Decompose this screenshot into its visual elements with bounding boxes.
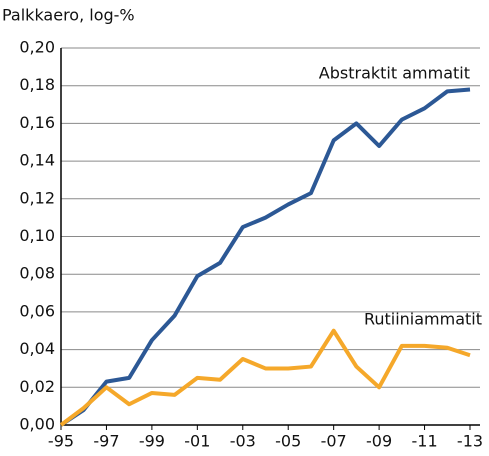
x-tick-label: -03 xyxy=(230,432,256,451)
y-tick-label: 0,16 xyxy=(19,113,55,132)
x-tick-label: -01 xyxy=(184,432,210,451)
x-tick-label: -99 xyxy=(139,432,165,451)
series-line xyxy=(59,87,471,427)
y-tick-label: 0,10 xyxy=(19,226,55,245)
x-tick-label: -97 xyxy=(93,432,119,451)
chart-title: Palkkaero, log-% xyxy=(2,6,135,25)
x-tick-label: -11 xyxy=(411,432,437,451)
series-label: Rutiiniammatit xyxy=(364,310,482,329)
y-tick-label: 0,20 xyxy=(19,38,55,57)
y-tick-label: 0,06 xyxy=(19,301,55,320)
x-tick-label: -07 xyxy=(321,432,347,451)
y-tick-label: 0,04 xyxy=(19,339,55,358)
x-tick-label: -95 xyxy=(48,432,74,451)
y-tick-label: 0,12 xyxy=(19,188,55,207)
y-tick-label: 0,08 xyxy=(19,264,55,283)
y-tick-label: 0,02 xyxy=(19,377,55,396)
series-label: Abstraktit ammatit xyxy=(319,64,470,83)
x-tick-label: -13 xyxy=(457,432,483,451)
x-tick-label: -09 xyxy=(366,432,392,451)
y-tick-label: 0,00 xyxy=(19,415,55,434)
y-tick-label: 0,18 xyxy=(19,75,55,94)
x-tick-label: -05 xyxy=(275,432,301,451)
y-tick-label: 0,14 xyxy=(19,151,55,170)
series-line xyxy=(59,328,471,427)
